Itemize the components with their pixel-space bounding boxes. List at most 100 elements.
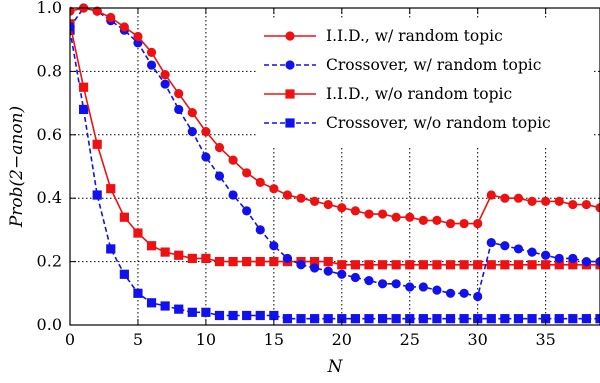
data-point [581, 257, 592, 267]
x-tick-label: 15 [264, 330, 284, 349]
series-line [70, 30, 600, 320]
data-point [201, 253, 211, 264]
data-point [541, 250, 551, 260]
data-point [418, 282, 428, 292]
data-point [350, 272, 360, 283]
data-point [513, 244, 524, 254]
axis-labels: N Prob(2−anon) [7, 106, 344, 377]
data-point [282, 253, 293, 264]
data-point [473, 314, 483, 324]
data-point [174, 88, 184, 99]
data-point [581, 199, 592, 210]
y-tick-label: 1.0 [37, 0, 62, 17]
data-point [377, 260, 388, 270]
data-point [323, 257, 333, 267]
series-i-i-d-w-o-random-topic [70, 19, 600, 270]
data-point [160, 79, 170, 89]
x-tick-label: 30 [468, 330, 488, 349]
data-point [228, 310, 238, 321]
data-point [310, 257, 320, 267]
data-point [119, 269, 129, 279]
data-point [92, 6, 102, 16]
data-point [513, 314, 524, 324]
data-point [323, 314, 333, 324]
data-point [119, 22, 129, 32]
data-point [269, 184, 279, 194]
data-point [554, 260, 564, 270]
data-point [405, 260, 415, 270]
data-point [174, 304, 184, 314]
legend-label: Crossover, w/ random topic [326, 56, 541, 74]
data-point [432, 314, 442, 324]
data-point [581, 314, 592, 324]
data-point [282, 314, 293, 324]
data-point [187, 307, 197, 317]
data-point [201, 307, 211, 317]
data-point [119, 212, 129, 222]
data-point [527, 314, 537, 324]
data-point [187, 108, 197, 118]
data-point [228, 190, 238, 200]
x-tick-label: 20 [332, 330, 352, 349]
data-point [554, 253, 564, 264]
y-tick-label: 0.6 [37, 125, 62, 144]
data-point [377, 209, 388, 219]
data-point [473, 260, 483, 270]
data-point [527, 196, 537, 206]
data-point [201, 152, 211, 162]
data-point [595, 314, 600, 324]
data-point [228, 155, 238, 165]
data-point [187, 253, 197, 264]
data-point [364, 260, 374, 270]
data-point [269, 241, 279, 251]
data-point [595, 257, 600, 267]
data-point [459, 260, 469, 270]
data-point [554, 196, 564, 206]
data-point [214, 310, 225, 321]
data-point [174, 250, 184, 260]
data-point [296, 314, 306, 324]
series-line [70, 7, 600, 225]
data-point [364, 209, 374, 219]
legend-label: I.I.D., w/o random topic [326, 85, 512, 103]
series-line [70, 7, 600, 298]
data-point [405, 314, 415, 324]
data-point [160, 69, 170, 80]
data-point [296, 193, 306, 203]
data-point [242, 257, 252, 267]
data-point [568, 199, 578, 210]
legend: I.I.D., w/ random topic Crossover, w/ ran… [256, 18, 594, 146]
data-point [377, 279, 388, 289]
data-point [337, 269, 347, 279]
plot-border [69, 7, 600, 326]
data-point [146, 47, 157, 57]
legend-marker [285, 118, 295, 128]
data-point [364, 276, 374, 286]
data-point [418, 314, 428, 324]
data-point [310, 314, 320, 324]
data-point [323, 266, 333, 276]
data-point [432, 215, 442, 225]
data-point [500, 193, 510, 203]
data-point [350, 314, 360, 324]
data-point [70, 22, 75, 32]
data-point [568, 253, 578, 264]
data-point [255, 257, 265, 267]
x-tick-label: 25 [400, 330, 420, 349]
data-point [269, 257, 279, 267]
ticks: 0 5 10 15 20 25 30 35 0.0 0.2 0.4 0.6 0.8 1.0 [37, 0, 556, 349]
series-i-i-d-w-random-topic [70, 3, 600, 229]
x-tick-label: 0 [65, 330, 75, 349]
data-point [500, 241, 510, 251]
data-point [146, 298, 157, 308]
data-point [473, 291, 483, 302]
data-point [106, 244, 116, 254]
data-point [228, 257, 238, 267]
data-point [405, 212, 415, 222]
data-point [174, 104, 184, 115]
data-point [445, 218, 456, 229]
data-point [310, 263, 320, 273]
data-point [133, 38, 143, 48]
plot-area [70, 3, 600, 324]
